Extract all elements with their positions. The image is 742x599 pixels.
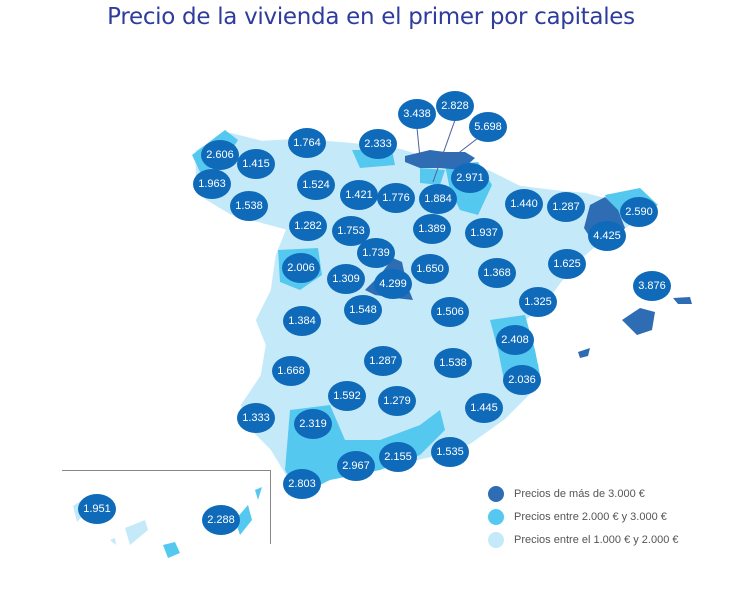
legend-swatch-icon bbox=[488, 508, 504, 525]
price-badge: 1.415 bbox=[237, 149, 275, 179]
page-title: Precio de la vivienda en el primer por c… bbox=[107, 4, 635, 30]
legend-item-low: Precios entre el 1.000 € y 2.000 € bbox=[488, 528, 679, 551]
price-badge: 3.876 bbox=[633, 271, 671, 301]
price-badge: 1.535 bbox=[431, 437, 469, 467]
price-badge: 1.440 bbox=[505, 189, 543, 219]
legend-item-mid: Precios entre 2.000 € y 3.000 € bbox=[488, 505, 679, 528]
price-badge: 2.971 bbox=[451, 163, 489, 193]
price-badge: 1.325 bbox=[519, 287, 557, 317]
price-badge: 1.739 bbox=[357, 238, 395, 268]
alava bbox=[420, 168, 445, 185]
price-badge: 1.506 bbox=[431, 297, 469, 327]
price-badge: 1.384 bbox=[283, 306, 321, 336]
price-badge: 1.368 bbox=[478, 258, 516, 288]
price-badge: 1.764 bbox=[288, 128, 326, 158]
price-badge: 1.625 bbox=[548, 249, 586, 279]
price-badge: 1.333 bbox=[237, 403, 275, 433]
legend-swatch-icon bbox=[488, 485, 504, 502]
price-badge: 1.937 bbox=[465, 218, 503, 248]
legend: Precios de más de 3.000 € Precios entre … bbox=[488, 482, 679, 551]
price-badge: 2.606 bbox=[201, 140, 239, 170]
legend-label: Precios de más de 3.000 € bbox=[514, 487, 645, 500]
legend-label: Precios entre el 1.000 € y 2.000 € bbox=[514, 533, 679, 546]
price-badge: 3.438 bbox=[398, 99, 436, 129]
price-badge: 1.421 bbox=[340, 180, 378, 210]
price-badge: 2.288 bbox=[202, 505, 240, 535]
bizkaia-gipuzkoa bbox=[405, 150, 475, 170]
canary-islands-mid bbox=[163, 487, 262, 558]
price-badge: 1.548 bbox=[344, 295, 382, 325]
price-badge: 1.287 bbox=[547, 192, 585, 222]
price-badge: 1.524 bbox=[297, 170, 335, 200]
price-badge: 1.884 bbox=[419, 184, 457, 214]
price-badge: 2.967 bbox=[337, 451, 375, 481]
canary-islands bbox=[73, 500, 148, 545]
price-badge: 4.299 bbox=[374, 269, 412, 299]
price-badge: 2.333 bbox=[359, 129, 397, 159]
price-badge: 1.951 bbox=[78, 494, 116, 524]
price-badge: 1.445 bbox=[465, 393, 503, 423]
price-badge: 2.319 bbox=[294, 409, 332, 439]
price-badge: 1.538 bbox=[230, 191, 268, 221]
mallorca bbox=[622, 308, 655, 335]
price-badge: 1.592 bbox=[328, 381, 366, 411]
price-badge: 2.006 bbox=[282, 253, 320, 283]
price-badge: 2.590 bbox=[620, 197, 658, 227]
price-badge: 4.425 bbox=[588, 221, 626, 251]
price-badge: 2.828 bbox=[436, 91, 474, 121]
legend-item-high: Precios de más de 3.000 € bbox=[488, 482, 679, 505]
price-badge: 2.155 bbox=[379, 442, 417, 472]
price-badge: 1.668 bbox=[272, 356, 310, 386]
price-badge: 2.803 bbox=[283, 469, 321, 499]
price-badge: 2.036 bbox=[503, 365, 541, 395]
price-badge: 1.776 bbox=[377, 183, 415, 213]
price-badge: 1.279 bbox=[378, 386, 416, 416]
price-badge: 1.538 bbox=[434, 348, 472, 378]
price-badge: 1.287 bbox=[364, 346, 402, 376]
ibiza bbox=[578, 348, 590, 358]
price-badge: 2.408 bbox=[496, 325, 534, 355]
price-badge: 1.963 bbox=[193, 169, 231, 199]
legend-label: Precios entre 2.000 € y 3.000 € bbox=[514, 510, 667, 523]
menorca bbox=[673, 297, 692, 304]
price-badge: 5.698 bbox=[469, 112, 507, 142]
price-badge: 1.309 bbox=[327, 264, 365, 294]
canary-inset-frame bbox=[62, 470, 271, 544]
legend-swatch-icon bbox=[488, 531, 504, 548]
price-badge: 1.389 bbox=[413, 214, 451, 244]
price-badge: 1.282 bbox=[289, 211, 327, 241]
price-badge: 1.650 bbox=[411, 254, 449, 284]
